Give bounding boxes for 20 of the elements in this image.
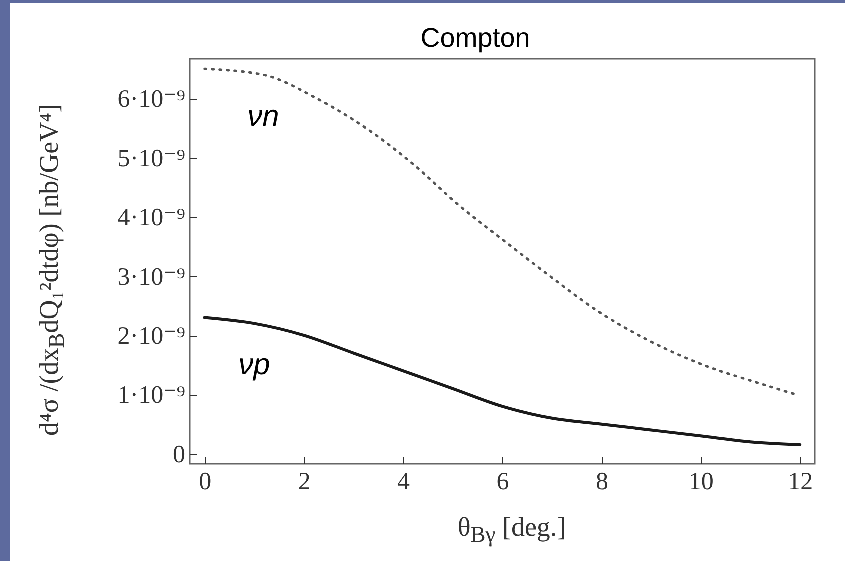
line-series — [203, 316, 802, 447]
x-tick-label: 2 — [298, 468, 311, 496]
y-tick-label: 5·10⁻⁹ — [118, 145, 186, 172]
chart-title: Compton — [420, 23, 530, 53]
y-tick-label: 0 — [173, 441, 186, 468]
y-tick-label: 3·10⁻⁹ — [118, 264, 186, 291]
x-tick-label: 0 — [199, 468, 212, 496]
x-tick-label: 10 — [688, 468, 714, 496]
y-tick-label: 4·10⁻⁹ — [118, 204, 186, 232]
y-tick-label: 1·10⁻⁹ — [118, 382, 186, 410]
series-label: νp — [238, 348, 270, 382]
line-series — [204, 68, 798, 396]
x-tick-label: 12 — [788, 468, 814, 496]
x-tick-label: 8 — [596, 468, 608, 496]
x-tick-label: 4 — [398, 468, 411, 496]
y-tick-label: 6·10⁻⁹ — [118, 86, 186, 114]
series-label: νn — [248, 100, 280, 133]
x-axis-title: θ$_{Bγ}$ [deg.] — [458, 512, 566, 548]
y-tick-label: 2·10⁻⁹ — [118, 323, 186, 350]
x-tick-label: 6 — [496, 468, 510, 496]
